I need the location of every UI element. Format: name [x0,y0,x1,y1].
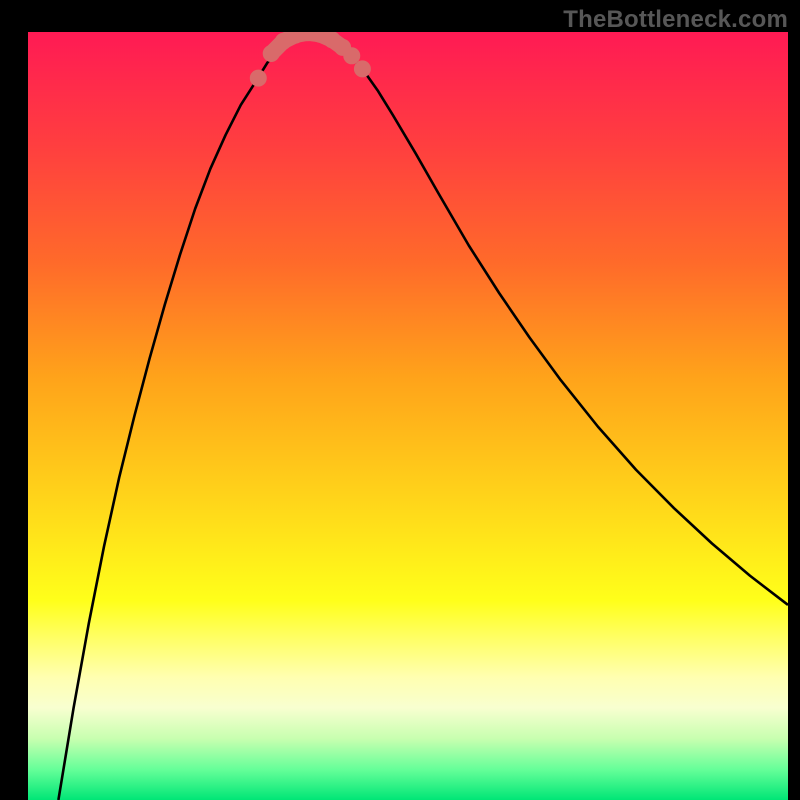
data-marker [344,48,360,64]
chart-background [28,32,788,800]
data-marker [354,61,370,77]
data-marker [263,46,279,62]
bottleneck-chart [28,32,788,800]
data-marker [250,70,266,86]
watermark-text: TheBottleneck.com [563,6,788,34]
figure-container: TheBottleneck.com [0,0,800,800]
